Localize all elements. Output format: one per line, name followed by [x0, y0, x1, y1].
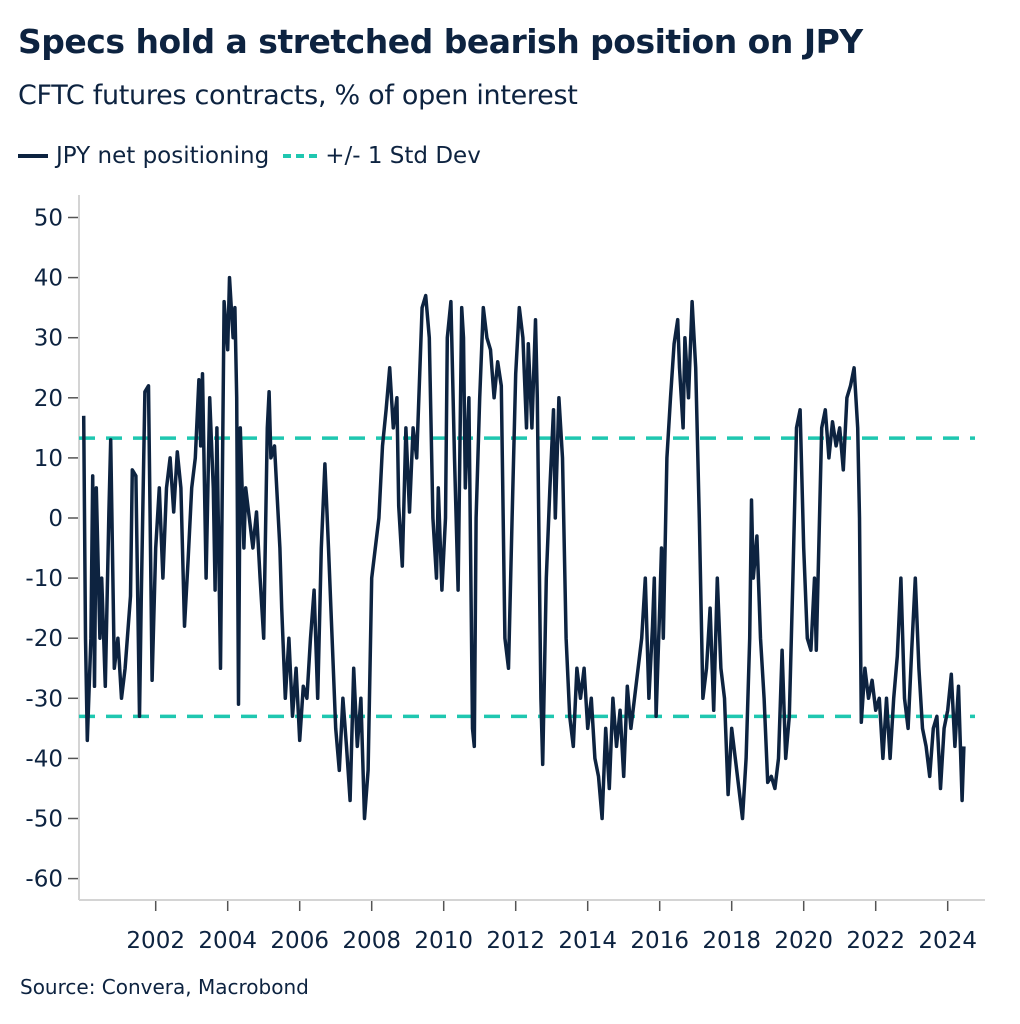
x-tick-label: 2016 — [630, 928, 689, 954]
x-tick-label: 2018 — [702, 928, 761, 954]
legend-label: JPY net positioning — [56, 143, 270, 169]
x-tick-label: 2022 — [846, 928, 905, 954]
x-tick-label: 2020 — [774, 928, 833, 954]
y-tick-label: -50 — [25, 807, 63, 833]
x-tick-label: 2012 — [486, 928, 545, 954]
y-tick-label: 20 — [34, 386, 63, 412]
chart-subtitle: CFTC futures contracts, % of open intere… — [18, 80, 578, 111]
x-tick-label: 2002 — [126, 928, 185, 954]
y-tick-label: -20 — [25, 626, 63, 652]
x-tick-label: 2006 — [270, 928, 329, 954]
legend-label: +/- 1 Std Dev — [325, 143, 481, 169]
legend-swatch-solid — [18, 154, 48, 158]
legend-swatch-dashed — [283, 154, 318, 158]
source-note: Source: Convera, Macrobond — [20, 975, 309, 999]
legend: JPY net positioning +/- 1 Std Dev — [18, 143, 495, 169]
x-tick-label: 2024 — [918, 928, 977, 954]
x-tick-label: 2004 — [198, 928, 257, 954]
y-tick-label: -60 — [25, 867, 63, 893]
x-tick-label: 2010 — [414, 928, 473, 954]
y-tick-label: -30 — [25, 686, 63, 712]
x-tick-label: 2008 — [342, 928, 401, 954]
y-tick-label: -10 — [25, 566, 63, 592]
y-tick-label: 0 — [48, 506, 63, 532]
y-tick-label: -40 — [25, 746, 63, 772]
legend-item-std-dev: +/- 1 Std Dev — [283, 143, 481, 169]
chart-title: Specs hold a stretched bearish position … — [18, 22, 863, 61]
series-line-jpy-net-positioning — [81, 275, 966, 821]
y-tick-label: 50 — [34, 206, 63, 232]
x-tick-label: 2014 — [558, 928, 617, 954]
legend-item-net-positioning: JPY net positioning — [18, 143, 269, 169]
y-tick-label: 30 — [34, 326, 63, 352]
y-tick-label: 10 — [34, 446, 63, 472]
y-tick-label: 40 — [34, 266, 63, 292]
